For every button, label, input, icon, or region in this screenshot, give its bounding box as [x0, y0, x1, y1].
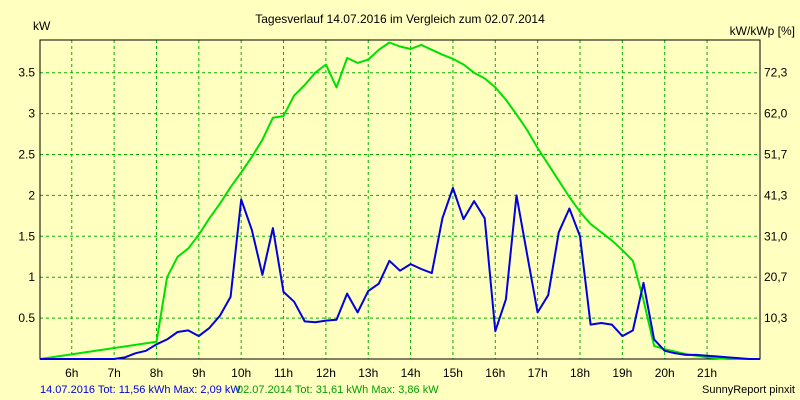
y-tick-label-right: 31,0: [764, 229, 788, 243]
x-tick-label: 8h: [150, 366, 163, 380]
footer-series-blue: 14.07.2016 Tot: 11,56 kWh Max: 2,09 kW: [40, 384, 241, 396]
x-tick-label: 17h: [528, 366, 548, 380]
y-tick-label-left: 3.5: [18, 66, 35, 80]
x-tick-label: 20h: [655, 366, 675, 380]
x-tick-label: 16h: [485, 366, 505, 380]
footer-credit: SunnyReport pinxit: [702, 384, 795, 396]
x-tick-label: 15h: [443, 366, 463, 380]
footer-series-green: 02.07.2014 Tot: 31,61 kWh Max: 3,86 kW: [237, 384, 439, 396]
y-tick-label-left: 1: [28, 270, 35, 284]
y-tick-label-left: 0.5: [18, 311, 35, 325]
plot-frame: [39, 39, 761, 360]
series-line-green: [39, 41, 760, 360]
x-tick-label: 7h: [107, 366, 120, 380]
x-tick-label: 14h: [401, 366, 421, 380]
y-ticks-left: 0.5 1 1.5 2 2.5 3 3.5: [18, 66, 35, 325]
x-tick-label: 11h: [274, 366, 293, 380]
series-lines: [39, 41, 760, 360]
y-tick-label-right: 41,3: [764, 188, 788, 202]
x-tick-label: 13h: [358, 366, 378, 380]
y-tick-label-left: 1.5: [18, 229, 35, 243]
chart-title: Tagesverlauf 14.07.2016 im Vergleich zum…: [255, 12, 545, 26]
x-tick-label: 12h: [316, 366, 336, 380]
y-tick-label-left: 3: [28, 107, 35, 121]
y-axis-label-left: kW: [33, 19, 51, 33]
series-line-blue: [40, 187, 760, 360]
x-tick-label: 18h: [570, 366, 590, 380]
y-tick-label-left: 2.5: [18, 148, 35, 162]
y-tick-label-right: 72,3: [764, 66, 788, 80]
grid-lines: [40, 40, 760, 359]
x-tick-label: 6h: [65, 366, 78, 380]
x-tick-label: 10h: [231, 366, 251, 380]
x-tick-label: 9h: [192, 366, 205, 380]
x-ticks: 6h 7h 8h 9h 10h 11h 12h 13h 14h 15h 16h 17h 18h 19h 20…: [65, 366, 717, 380]
y-ticks-right: 10,3 20,7 31,0 41,3 51,7 62,0 72,3: [764, 66, 788, 325]
x-tick-label: 19h: [612, 366, 632, 380]
y-tick-label-right: 51,7: [764, 148, 788, 162]
y-tick-label-right: 10,3: [764, 311, 788, 325]
y-tick-label-right: 62,0: [764, 107, 788, 121]
y-tick-label-left: 2: [28, 188, 35, 202]
y-tick-label-right: 20,7: [764, 270, 788, 284]
x-tick-label: 21h: [697, 366, 717, 380]
y-axis-label-right: kW/kWp [%]: [730, 24, 795, 38]
